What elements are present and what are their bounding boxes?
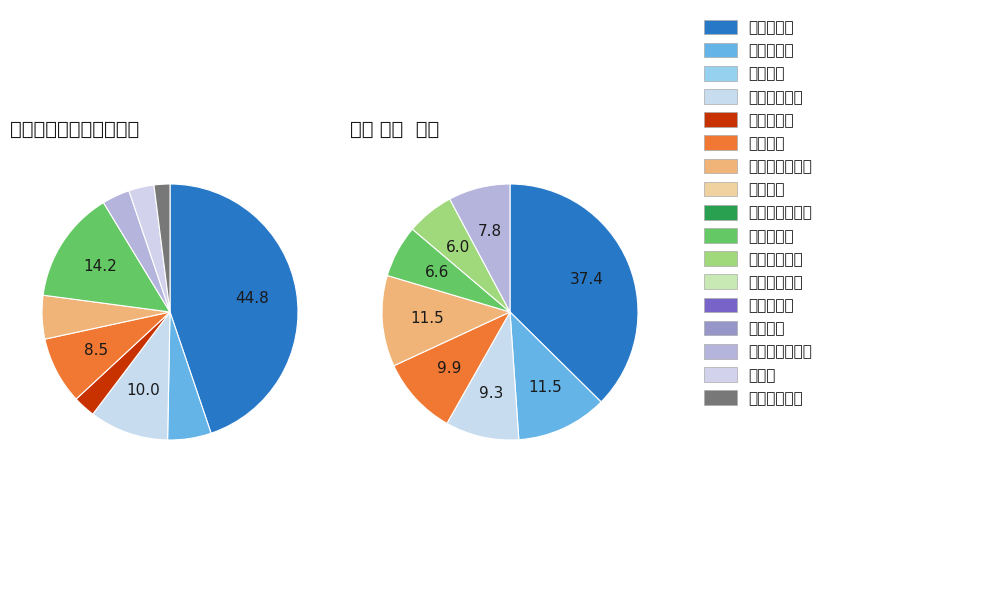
Text: セ・リーグ全プレイヤー: セ・リーグ全プレイヤー [10, 121, 139, 139]
Text: 6.0: 6.0 [446, 240, 470, 255]
Wedge shape [170, 184, 298, 433]
Wedge shape [394, 312, 510, 424]
Wedge shape [412, 199, 510, 312]
Wedge shape [154, 184, 170, 312]
Wedge shape [129, 185, 170, 312]
Wedge shape [382, 275, 510, 366]
Text: 44.8: 44.8 [235, 291, 269, 306]
Wedge shape [168, 312, 211, 440]
Text: 8.5: 8.5 [84, 343, 108, 358]
Text: 9.9: 9.9 [437, 361, 461, 376]
Text: 岡林 勇希  選手: 岡林 勇希 選手 [350, 121, 439, 139]
Text: 14.2: 14.2 [83, 259, 117, 274]
Wedge shape [447, 312, 519, 440]
Text: 37.4: 37.4 [570, 272, 604, 287]
Wedge shape [450, 184, 510, 312]
Wedge shape [43, 203, 170, 312]
Wedge shape [103, 191, 170, 312]
Wedge shape [93, 312, 170, 440]
Wedge shape [387, 229, 510, 312]
Wedge shape [76, 312, 170, 414]
Wedge shape [45, 312, 170, 399]
Text: 11.5: 11.5 [410, 311, 444, 326]
Wedge shape [42, 295, 170, 339]
Wedge shape [510, 184, 638, 402]
Text: 10.0: 10.0 [126, 383, 160, 398]
Legend: ストレート, ツーシーム, シュート, カットボール, スプリット, フォーク, チェンジアップ, シンカー, 高速スライダー, スライダー, 縦スライダー, : ストレート, ツーシーム, シュート, カットボール, スプリット, フォーク,… [704, 20, 812, 406]
Wedge shape [510, 312, 601, 440]
Text: 7.8: 7.8 [478, 224, 502, 239]
Text: 9.3: 9.3 [479, 386, 504, 401]
Text: 6.6: 6.6 [425, 265, 449, 280]
Text: 11.5: 11.5 [528, 380, 562, 395]
